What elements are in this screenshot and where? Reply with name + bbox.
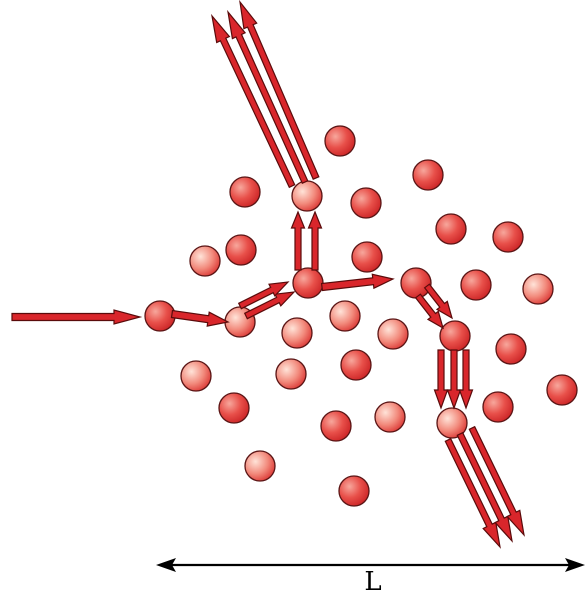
scatterer-sphere <box>351 241 383 273</box>
scatterer-sphere <box>377 318 409 350</box>
scatterer-sphere <box>291 180 323 212</box>
scatterer-sphere <box>522 273 554 305</box>
scatterer-sphere <box>492 221 524 253</box>
scatterer-sphere <box>244 450 276 482</box>
scatterer-sphere <box>189 245 221 277</box>
scatterer-sphere <box>436 407 468 439</box>
exit-arrow-down-2 <box>456 431 513 543</box>
scatterer-sphere <box>460 269 492 301</box>
scatterer-sphere <box>400 267 432 299</box>
scatterer-sphere <box>439 320 471 352</box>
scatterer-sphere <box>546 374 578 406</box>
scatterer-sphere <box>350 187 382 219</box>
exit-arrow-up-3 <box>239 0 320 180</box>
scatter-arrow-5a <box>423 283 453 320</box>
scatterer-sphere <box>218 392 250 424</box>
scatterer-sphere <box>275 358 307 390</box>
length-scale-left-arrowhead <box>156 558 176 572</box>
exit-arrow-down-3 <box>468 425 525 537</box>
scatterer-sphere <box>329 300 361 332</box>
scatter-arrow-6a <box>433 349 449 410</box>
scatterer-sphere <box>435 213 467 245</box>
scatterer-sphere <box>374 401 406 433</box>
scatter-arrow-3b <box>307 210 323 271</box>
scatter-arrow-6b <box>446 349 462 410</box>
scatterer-sphere <box>324 125 356 157</box>
scatter-arrow-5b <box>414 293 444 330</box>
length-scale-arrow <box>156 558 585 572</box>
scatter-arrow-3a <box>290 210 306 271</box>
exit-arrow-down-1 <box>444 437 501 549</box>
scatterer-sphere <box>292 267 324 299</box>
scatterer-sphere <box>320 410 352 442</box>
scatter-arrow-2a <box>243 291 296 320</box>
scatterer-sphere <box>225 234 257 266</box>
scatterer-sphere <box>281 317 313 349</box>
scatterer-spheres <box>144 125 578 507</box>
exit-arrow-up-1 <box>211 13 296 189</box>
incident-arrow <box>11 309 143 325</box>
scatterer-sphere <box>180 360 212 392</box>
scatterer-sphere <box>495 333 527 365</box>
scatterer-sphere <box>338 475 370 507</box>
scatter-arrow-6c <box>458 349 474 410</box>
exit-arrow-up-2 <box>227 9 309 184</box>
scatter-arrow-4 <box>320 273 395 292</box>
scatterer-sphere <box>144 300 176 332</box>
length-label: L <box>364 567 381 597</box>
scatter-arrow-1 <box>170 309 230 327</box>
scatterer-sphere <box>482 391 514 423</box>
length-scale-right-arrowhead <box>565 558 585 572</box>
scatterer-sphere <box>412 159 444 191</box>
scatterer-sphere <box>229 176 261 208</box>
scatterer-sphere <box>340 349 372 381</box>
scatter-arrow-2b <box>237 281 290 310</box>
trajectory-arrows <box>11 0 525 549</box>
